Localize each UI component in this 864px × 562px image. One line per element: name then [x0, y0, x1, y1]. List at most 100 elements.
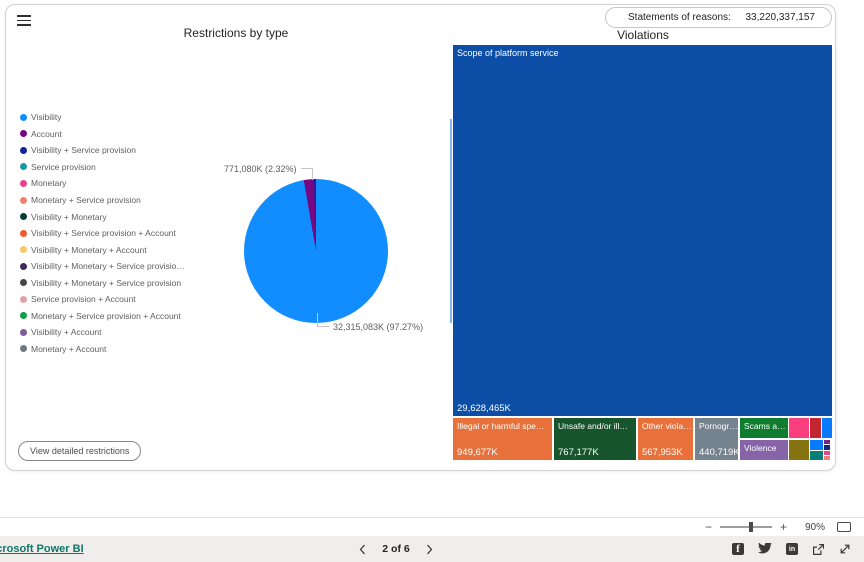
legend-item[interactable]: Monetary + Service provision + Account [20, 308, 185, 325]
pie-chart-title: Restrictions by type [183, 26, 289, 40]
pie-legend: Visibility Account Visibility + Service … [20, 109, 185, 357]
treemap-node-small[interactable] [810, 418, 821, 438]
treemap-node-label: Illegal or harmful spe… [457, 421, 545, 431]
treemap-node-small[interactable] [810, 450, 823, 460]
legend-label: Visibility + Service provision [31, 145, 136, 156]
treemap-node-pornography[interactable]: Pornogr… 440,719K [695, 418, 738, 460]
twitter-icon[interactable] [758, 543, 772, 555]
treemap-title: Violations [617, 28, 669, 42]
legend-swatch [20, 345, 27, 353]
legend-item[interactable]: Visibility + Service provision [20, 142, 185, 159]
legend-item[interactable]: Visibility + Monetary + Service provisio… [20, 258, 185, 275]
treemap-node-small[interactable] [789, 440, 809, 460]
legend-item[interactable]: Visibility + Monetary [20, 208, 185, 225]
legend-label: Monetary + Service provision + Account [31, 310, 181, 321]
legend-swatch [20, 328, 27, 336]
treemap-node-small[interactable] [824, 440, 830, 445]
zoom-in-button[interactable]: + [779, 520, 787, 534]
legend-item[interactable]: Visibility + Account [20, 324, 185, 341]
legend-item[interactable]: Visibility + Monetary + Service provisio… [20, 274, 185, 291]
statements-of-reasons-kpi: Statements of reasons: 33,220,337,157 [605, 7, 832, 28]
treemap-node-small[interactable] [824, 455, 830, 460]
treemap-node-value: 440,719K [699, 447, 738, 458]
share-toolbar: f in [732, 536, 851, 562]
previous-page-button[interactable] [357, 542, 368, 557]
treemap-mini-stack [810, 440, 823, 460]
legend-item[interactable]: Service provision [20, 159, 185, 176]
pie-leader-line [317, 313, 330, 327]
treemap-node-small[interactable] [810, 440, 823, 450]
pie-chart[interactable] [244, 179, 388, 323]
kpi-value: 33,220,337,157 [745, 12, 815, 23]
report-canvas: Statements of reasons: 33,220,337,157 Re… [5, 4, 836, 471]
treemap-node-small[interactable] [822, 418, 832, 438]
treemap-node-value: 767,177K [558, 447, 599, 458]
legend-label: Visibility + Account [31, 327, 102, 338]
hamburger-menu-icon[interactable] [17, 15, 31, 26]
legend-item[interactable]: Visibility + Service provision + Account [20, 225, 185, 242]
legend-swatch [20, 163, 27, 171]
legend-swatch [20, 229, 27, 237]
next-page-button[interactable] [424, 542, 435, 557]
legend-label: Account [31, 128, 62, 139]
treemap-node-illegal-or-harmful-speech[interactable]: Illegal or harmful spe… 949,677K [453, 418, 552, 460]
treemap-node-small[interactable] [824, 450, 830, 455]
legend-label: Visibility + Monetary [31, 211, 107, 222]
legend-item[interactable]: Service provision + Account [20, 291, 185, 308]
treemap-node-value: 29,628,465K [457, 403, 511, 414]
legend-item[interactable]: Account [20, 126, 185, 143]
legend-item[interactable]: Monetary + Account [20, 341, 185, 358]
treemap-node-label: Scope of platform service [457, 48, 559, 58]
legend-swatch [20, 262, 27, 270]
view-detailed-restrictions-button[interactable]: View detailed restrictions [18, 441, 142, 461]
legend-label: Visibility + Service provision + Account [31, 228, 176, 239]
legend-swatch [20, 130, 27, 138]
legend-label: Monetary [31, 178, 67, 189]
legend-scrollbar[interactable] [450, 119, 452, 323]
zoom-level-value: 90% [804, 521, 825, 533]
legend-label: Service provision [31, 161, 96, 172]
fit-to-page-icon[interactable] [837, 522, 851, 532]
treemap-node-small[interactable] [824, 445, 830, 450]
legend-swatch [20, 295, 27, 303]
treemap-node-scams[interactable]: Scams a… [740, 418, 788, 438]
legend-label: Service provision + Account [31, 294, 136, 305]
treemap-node-label: Other viola… [642, 421, 692, 431]
kpi-label: Statements of reasons: [628, 12, 731, 23]
legend-item[interactable]: Visibility [20, 109, 185, 126]
treemap-node-label: Scams a… [744, 421, 786, 431]
powerbi-brand-link[interactable]: Microsoft Power BI [0, 543, 84, 555]
zoom-out-button[interactable]: − [704, 520, 712, 534]
pie-callout-account: 771,080K (2.32%) [224, 164, 297, 174]
treemap-node-small[interactable] [789, 418, 809, 438]
treemap-bottom-row: Illegal or harmful spe… 949,677K Unsafe … [453, 418, 832, 460]
legend-item[interactable]: Visibility + Monetary + Account [20, 241, 185, 258]
share-icon[interactable] [812, 543, 825, 555]
legend-swatch [20, 113, 27, 121]
legend-swatch [20, 213, 27, 221]
treemap-node-label: Pornogr… [699, 421, 738, 431]
treemap-node-label: Violence [744, 443, 777, 453]
powerbi-footer-bar: Microsoft Power BI 2 of 6 f in [0, 536, 864, 562]
linkedin-icon[interactable]: in [786, 543, 798, 555]
legend-item[interactable]: Monetary [20, 175, 185, 192]
zoom-slider[interactable] [719, 522, 772, 533]
zoom-toolbar: − + 90% [0, 517, 864, 536]
treemap-node-unsafe-illegal[interactable]: Unsafe and/or ill… 767,177K [554, 418, 636, 460]
page-indicator: 2 of 6 [382, 543, 410, 555]
treemap-node-label: Unsafe and/or ill… [558, 421, 628, 431]
treemap-node-other-violations[interactable]: Other viola… 567,953K [638, 418, 693, 460]
legend-swatch [20, 279, 27, 287]
pie-callout-visibility: 32,315,083K (97.27%) [333, 322, 424, 332]
fullscreen-icon[interactable] [839, 543, 851, 555]
treemap-node-scope-of-platform-service[interactable]: Scope of platform service 29,628,465K [453, 45, 832, 416]
facebook-icon[interactable]: f [732, 543, 744, 555]
zoom-slider-handle[interactable] [748, 522, 753, 533]
legend-label: Visibility + Monetary + Account [31, 244, 147, 255]
legend-label: Visibility [31, 112, 62, 123]
legend-label: Visibility + Monetary + Service provisio… [31, 277, 182, 288]
treemap-node-violence[interactable]: Violence [740, 440, 788, 460]
legend-item[interactable]: Monetary + Service provision [20, 192, 185, 209]
legend-swatch [20, 179, 27, 187]
